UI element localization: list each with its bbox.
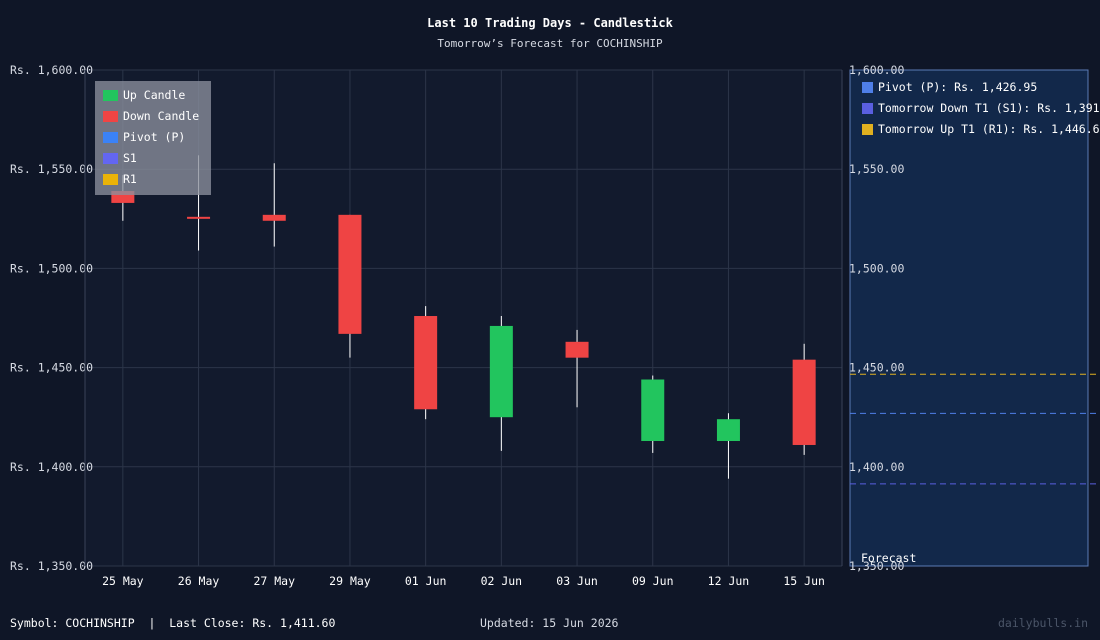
up-candle <box>489 325 513 418</box>
forecast-legend-swatch-r1 <box>862 124 873 135</box>
legend-label: Up Candle <box>123 88 185 102</box>
down-candle <box>262 214 286 221</box>
down-candle <box>111 191 135 203</box>
y-tick-label: Rs. 1,350.00 <box>10 559 93 573</box>
y-tick-label: Rs. 1,400.00 <box>10 460 93 474</box>
up-candle <box>716 419 740 442</box>
forecast-legend-label-pivot: Pivot (P): Rs. 1,426.95 <box>878 80 1037 94</box>
down-candle <box>565 341 589 358</box>
x-tick-label: 25 May <box>102 574 144 588</box>
forecast-panel <box>849 69 1089 567</box>
forecast-legend-label-s1: Tomorrow Down T1 (S1): Rs. 1,391.40 <box>878 101 1100 115</box>
y-tick-label-right: 1,600.00 <box>849 63 904 77</box>
forecast-legend-label-r1: Tomorrow Up T1 (R1): Rs. 1,446.65 <box>878 122 1100 136</box>
chart-subtitle: Tomorrow’s Forecast for COCHINSHIP <box>437 37 663 50</box>
x-tick-label: 02 Jun <box>481 574 523 588</box>
legend-swatch <box>103 174 118 185</box>
down-candle <box>187 216 211 219</box>
y-tick-label-right: 1,450.00 <box>849 361 904 375</box>
down-candle <box>338 214 362 334</box>
legend-label: Pivot (P) <box>123 130 185 144</box>
legend-label: R1 <box>123 172 137 186</box>
x-tick-label: 12 Jun <box>708 574 750 588</box>
y-tick-label: Rs. 1,600.00 <box>10 63 93 77</box>
x-tick-label: 15 Jun <box>783 574 825 588</box>
chart-title: Last 10 Trading Days - Candlestick <box>427 16 673 30</box>
x-tick-label: 09 Jun <box>632 574 674 588</box>
y-tick-label-right: 1,350.00 <box>849 559 904 573</box>
forecast-label: Forecast <box>861 551 916 565</box>
legend-label: Down Candle <box>123 109 199 123</box>
x-tick-label: 03 Jun <box>556 574 598 588</box>
up-candle <box>641 379 665 442</box>
y-tick-label: Rs. 1,550.00 <box>10 162 93 176</box>
x-tick-label: 26 May <box>178 574 220 588</box>
y-tick-label-right: 1,550.00 <box>849 162 904 176</box>
y-tick-label-right: 1,400.00 <box>849 460 904 474</box>
symbol-info: Symbol: COCHINSHIP | Last Close: Rs. 1,4… <box>10 616 336 630</box>
y-tick-label-right: 1,500.00 <box>849 261 904 275</box>
forecast-legend-swatch-s1 <box>862 103 873 114</box>
forecast-legend-swatch-pivot <box>862 82 873 93</box>
legend-swatch <box>103 132 118 143</box>
x-tick-label: 29 May <box>329 574 371 588</box>
down-candle <box>414 316 438 410</box>
watermark: dailybulls.in <box>997 616 1088 630</box>
plot-area <box>85 70 842 566</box>
x-tick-label: 01 Jun <box>405 574 447 588</box>
updated-timestamp: Updated: 15 Jun 2026 <box>480 616 619 630</box>
legend-swatch <box>103 90 118 101</box>
y-tick-label: Rs. 1,450.00 <box>10 361 93 375</box>
legend-label: S1 <box>123 151 137 165</box>
y-tick-label: Rs. 1,500.00 <box>10 261 93 275</box>
legend-swatch <box>103 153 118 164</box>
down-candle <box>792 359 816 445</box>
x-tick-label: 27 May <box>253 574 295 588</box>
legend-swatch <box>103 111 118 122</box>
